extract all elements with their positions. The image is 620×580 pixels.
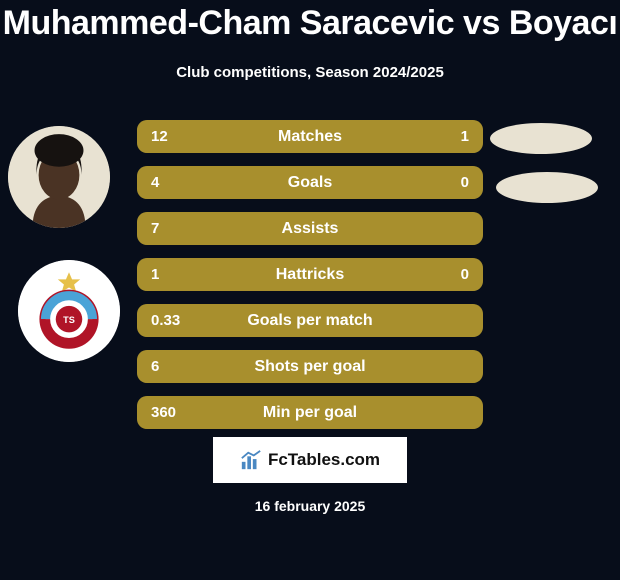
stat-row: 360Min per goal bbox=[137, 396, 483, 429]
player1-avatar bbox=[8, 126, 110, 228]
stat-row: 1Hattricks0 bbox=[137, 258, 483, 291]
stat-row: 7Assists bbox=[137, 212, 483, 245]
snapshot-date: 16 february 2025 bbox=[0, 498, 620, 514]
stat-label: Goals bbox=[137, 166, 483, 199]
side-oval-1 bbox=[490, 123, 592, 154]
svg-text:TS: TS bbox=[63, 315, 75, 325]
stat-row: 4Goals0 bbox=[137, 166, 483, 199]
player1-head-icon bbox=[8, 126, 110, 228]
stat-label: Goals per match bbox=[137, 304, 483, 337]
bar-chart-icon bbox=[240, 449, 262, 471]
stat-value-right: 0 bbox=[461, 166, 469, 199]
fctables-logo: FcTables.com bbox=[213, 437, 407, 483]
stat-row: 6Shots per goal bbox=[137, 350, 483, 383]
stat-label: Hattricks bbox=[137, 258, 483, 291]
stat-row: 12Matches1 bbox=[137, 120, 483, 153]
player2-club-crest: TS bbox=[18, 260, 120, 362]
page-title: Muhammed-Cham Saracevic vs Boyacı bbox=[0, 4, 620, 43]
stat-label: Assists bbox=[137, 212, 483, 245]
stat-label: Matches bbox=[137, 120, 483, 153]
stat-value-right: 0 bbox=[461, 258, 469, 291]
side-oval-2 bbox=[496, 172, 598, 203]
stats-panel: 12Matches14Goals07Assists1Hattricks00.33… bbox=[137, 120, 483, 442]
logo-text: FcTables.com bbox=[268, 450, 380, 470]
stat-label: Min per goal bbox=[137, 396, 483, 429]
club-crest-icon: TS bbox=[18, 260, 120, 362]
stat-row: 0.33Goals per match bbox=[137, 304, 483, 337]
stat-value-right: 1 bbox=[461, 120, 469, 153]
stat-label: Shots per goal bbox=[137, 350, 483, 383]
subtitle: Club competitions, Season 2024/2025 bbox=[0, 64, 620, 81]
